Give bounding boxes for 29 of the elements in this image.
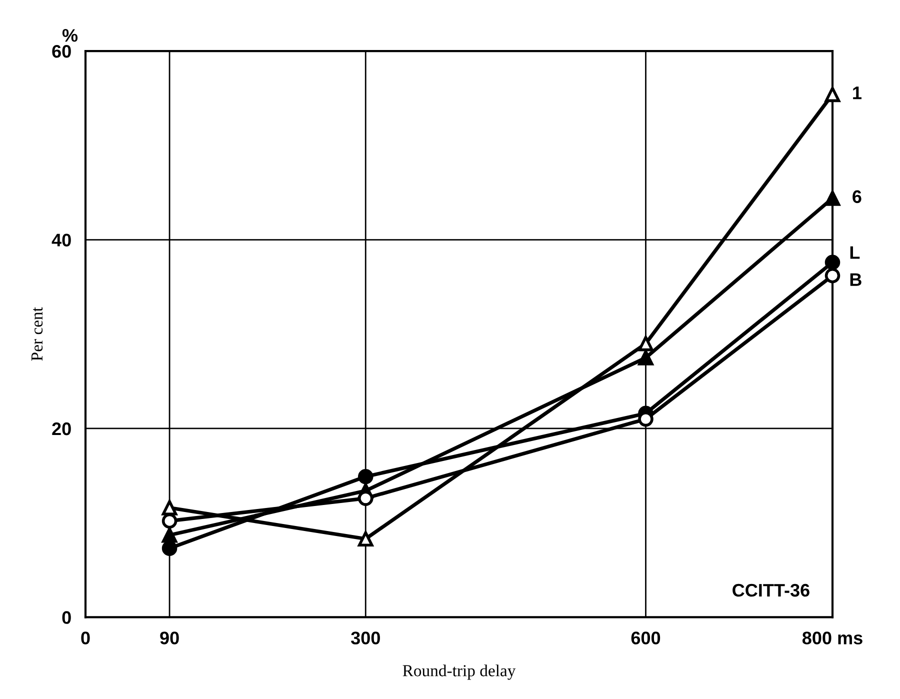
point — [824, 190, 840, 206]
text: % — [62, 29, 78, 42]
point — [638, 336, 654, 352]
point — [162, 500, 178, 516]
series-label: 6 — [852, 190, 862, 204]
point — [358, 531, 374, 547]
point — [824, 86, 840, 102]
x-tick-label: 300 — [350, 632, 380, 644]
x-tick-label: 600 — [631, 632, 660, 644]
annotation: CCITT-36 — [732, 584, 810, 597]
series-label: B — [850, 273, 862, 286]
y-tick-label: 60 — [52, 44, 71, 58]
point — [824, 268, 840, 284]
series-label: L — [850, 246, 860, 259]
point — [162, 540, 178, 556]
point — [824, 254, 840, 270]
y-axis-title: Per cent — [32, 307, 43, 361]
point — [638, 350, 654, 366]
point — [358, 468, 374, 484]
x-axis-title: Round-trip delay — [402, 664, 516, 680]
point — [162, 527, 178, 543]
y-tick-label: 20 — [52, 422, 71, 436]
point — [162, 513, 178, 529]
y-tick-label: 0 — [62, 611, 71, 624]
y-tick-label: 40 — [52, 234, 71, 246]
series-label: 1 — [853, 86, 862, 100]
x-tick-label: 0 — [81, 632, 90, 644]
x-tick-label: 90 — [160, 632, 179, 644]
x-tick-label: 800 ms — [802, 632, 862, 644]
